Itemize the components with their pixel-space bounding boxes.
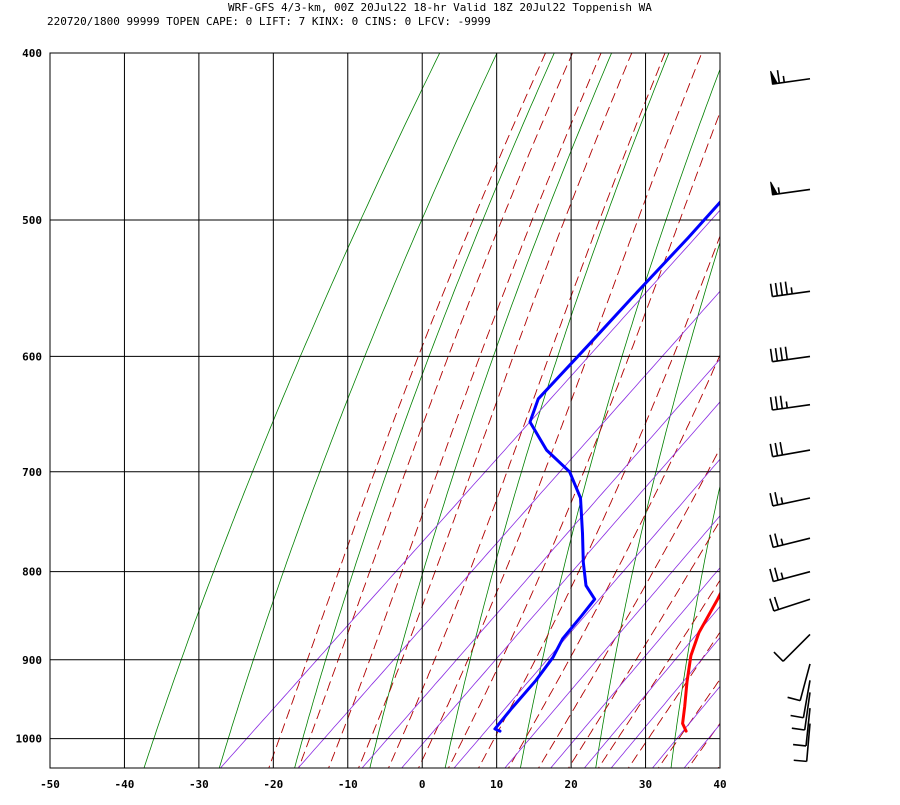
wind-barb — [771, 282, 810, 297]
temperature-tick-label: 0 — [419, 778, 426, 791]
moist-adiabat — [504, 53, 840, 775]
temperature-tick-label: 30 — [639, 778, 652, 791]
mixing-ratio-line — [448, 44, 900, 776]
plot-frame — [50, 53, 720, 768]
moist-adiabat — [594, 53, 900, 775]
background-lines — [142, 44, 900, 776]
pressure-tick-label: 1000 — [16, 733, 43, 746]
pressure-tick-label: 500 — [22, 214, 42, 227]
moist-adiabat — [713, 53, 900, 775]
temperature-tick-label: -20 — [263, 778, 283, 791]
profiles — [495, 79, 900, 731]
moist-adiabat — [356, 53, 632, 775]
temperature-tick-label: -50 — [40, 778, 60, 791]
dry-adiabat — [142, 44, 445, 776]
wind-barb — [770, 568, 810, 582]
dry-adiabat — [670, 44, 844, 776]
moist-adiabat — [564, 53, 900, 775]
moist-adiabat — [385, 53, 665, 775]
header-line-2: 220720/1800 99999 TOPEN CAPE: 0 LIFT: 7 … — [47, 15, 491, 28]
dry-adiabat — [821, 44, 900, 776]
temperature-tick-label: 40 — [713, 778, 726, 791]
pressure-tick-label: 700 — [22, 466, 42, 479]
pressure-tick-label: 900 — [22, 654, 42, 667]
wind-barb — [771, 182, 810, 195]
moist-adiabat — [296, 53, 573, 775]
mixing-ratio-line — [678, 44, 900, 776]
mixing-ratio-line — [356, 44, 900, 776]
wind-barb — [770, 492, 810, 506]
wind-barbs — [770, 70, 810, 761]
wind-barb — [771, 396, 810, 410]
grid — [50, 53, 720, 768]
temperature-tick-label: -10 — [338, 778, 358, 791]
temperature-tick-label: 20 — [564, 778, 577, 791]
wind-barb — [770, 442, 810, 457]
moist-adiabat — [683, 53, 900, 775]
dry-adiabat — [897, 44, 900, 776]
tick-labels: 400 500 600 700 800 900 1000 -50 -40 -30 -20 -10 0 10… — [16, 47, 727, 791]
mixing-ratio-line — [715, 44, 900, 776]
temperature-tick-label: -30 — [189, 778, 209, 791]
pressure-tick-label: 400 — [22, 47, 42, 60]
temperature-profile — [683, 79, 900, 731]
pressure-tick-label: 600 — [22, 350, 42, 363]
dry-adiabat — [293, 44, 559, 776]
wind-barb — [770, 534, 810, 548]
wind-barb — [771, 70, 810, 84]
wind-barb — [770, 597, 810, 611]
wind-barb — [771, 347, 810, 362]
temperature-tick-label: 10 — [490, 778, 503, 791]
dry-adiabat — [444, 44, 673, 776]
dry-adiabat — [519, 44, 730, 776]
dry-adiabat — [217, 44, 501, 776]
mixing-ratio-line — [545, 44, 900, 776]
mixing-ratio-line — [396, 44, 900, 776]
header-line-1: WRF-GFS 4/3-km, 00Z 20Jul22 18-hr Valid … — [228, 1, 652, 14]
mixing-ratio-line — [605, 44, 900, 776]
moist-adiabat — [534, 53, 899, 775]
pressure-tick-label: 800 — [22, 566, 42, 579]
moist-adiabat — [266, 53, 545, 775]
moist-adiabat — [326, 53, 601, 775]
dry-adiabat — [746, 44, 900, 776]
moist-adiabat — [624, 53, 900, 775]
wind-barb — [774, 634, 810, 661]
dry-adiabat — [368, 44, 615, 776]
temperature-tick-label: -40 — [115, 778, 135, 791]
mixing-ratio-line — [578, 44, 900, 776]
